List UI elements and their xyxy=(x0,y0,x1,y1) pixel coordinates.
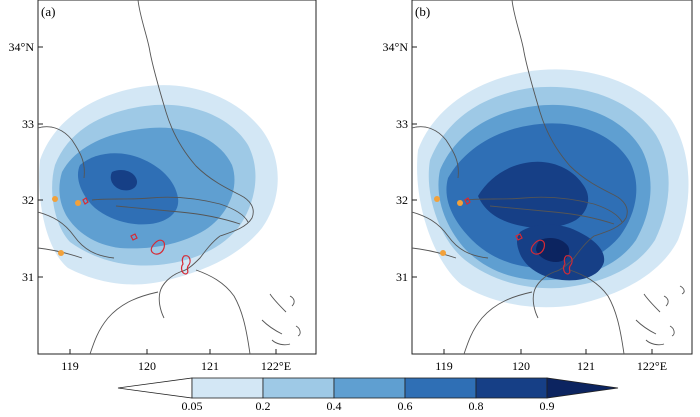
y-tick-label: 32 xyxy=(396,193,408,207)
panel-a-station-marker xyxy=(75,200,81,206)
y-tick-label: 31 xyxy=(22,270,34,284)
panel-a-city-outline-3 xyxy=(130,233,138,241)
panel-b-ticks xyxy=(412,46,653,354)
panel-a-coastline xyxy=(38,0,301,354)
colorbar-segment xyxy=(404,377,477,399)
panel-b-city-outline-4 xyxy=(464,197,471,205)
panel-b-city-outline-2 xyxy=(562,255,573,275)
panel-b-station-marker xyxy=(457,200,463,206)
panel-b-outlines xyxy=(464,197,573,275)
colorbar-label: 0.05 xyxy=(182,399,203,412)
x-tick-label: 121 xyxy=(577,359,595,373)
colorbar-segment xyxy=(333,377,406,399)
panel-b-station-marker xyxy=(440,250,446,256)
colorbar-segment xyxy=(191,377,264,399)
panel-a-level-0.8 xyxy=(110,170,138,191)
y-tick-label: 32 xyxy=(22,193,34,207)
panel-b-city-outline-1 xyxy=(530,239,545,255)
panel-b-x-tick-labels: 119 120 121 122°E xyxy=(435,359,667,373)
x-tick-label: 120 xyxy=(512,359,530,373)
colorbar: 0.05 0.2 0.4 0.6 0.8 0.9 xyxy=(117,377,619,413)
panel-b-city-outline-3 xyxy=(515,233,523,241)
panel-a-city-outline-1 xyxy=(150,239,165,255)
panel-b-level-0.8 xyxy=(478,161,589,228)
x-tick-label: 120 xyxy=(138,359,156,373)
panel-a-outlines xyxy=(82,197,191,275)
x-tick-label: 122°E xyxy=(261,359,291,373)
panel-b-markers xyxy=(434,196,463,256)
panel-a-map xyxy=(38,0,301,354)
panel-a-y-tick-labels: 31 32 33 34°N xyxy=(9,40,35,284)
panel-a-city-outline-4 xyxy=(82,197,89,205)
panel-b-station-marker xyxy=(434,196,440,202)
panel-a-station-marker xyxy=(52,196,58,202)
panel-a-markers xyxy=(52,196,81,256)
colorbar-label: 0.2 xyxy=(256,399,271,412)
y-tick-label: 34°N xyxy=(383,40,409,54)
y-tick-label: 34°N xyxy=(9,40,35,54)
colorbar-segment xyxy=(475,377,548,399)
colorbar-segment xyxy=(262,377,335,399)
y-tick-label: 31 xyxy=(396,270,408,284)
panel-b-coastline xyxy=(412,0,685,354)
x-tick-label: 122°E xyxy=(637,359,667,373)
panel-a-x-tick-labels: 119 120 121 122°E xyxy=(61,359,291,373)
y-tick-label: 33 xyxy=(22,117,34,131)
panel-a-label: (a) xyxy=(41,4,55,19)
x-tick-label: 121 xyxy=(201,359,219,373)
colorbar-segments xyxy=(117,377,619,399)
panel-a-ticks xyxy=(38,46,277,354)
x-tick-label: 119 xyxy=(61,359,79,373)
panel-b-label: (b) xyxy=(415,4,430,19)
panel-a-shading xyxy=(39,85,278,285)
panel-b-y-tick-labels: 31 32 33 34°N xyxy=(383,40,409,284)
panel-a-station-marker xyxy=(58,250,64,256)
panel-b: (b) 119 120 121 122°E 31 32 33 34°N xyxy=(383,0,693,373)
colorbar-labels: 0.05 0.2 0.4 0.6 0.8 0.9 xyxy=(182,399,555,413)
colorbar-segment-below xyxy=(117,377,193,399)
colorbar-label: 0.9 xyxy=(540,399,555,412)
colorbar-label: 0.8 xyxy=(469,399,484,412)
colorbar-label: 0.6 xyxy=(398,399,413,412)
colorbar-label: 0.4 xyxy=(327,399,342,412)
panel-a: (a) 119 120 121 122°E 31 32 33 34°N xyxy=(9,0,317,373)
x-tick-label: 119 xyxy=(435,359,453,373)
panel-a-city-outline-2 xyxy=(180,255,191,275)
y-tick-label: 33 xyxy=(396,117,408,131)
panel-b-map xyxy=(412,0,689,354)
colorbar-segment-above xyxy=(546,377,619,399)
panel-b-shading xyxy=(417,69,689,308)
